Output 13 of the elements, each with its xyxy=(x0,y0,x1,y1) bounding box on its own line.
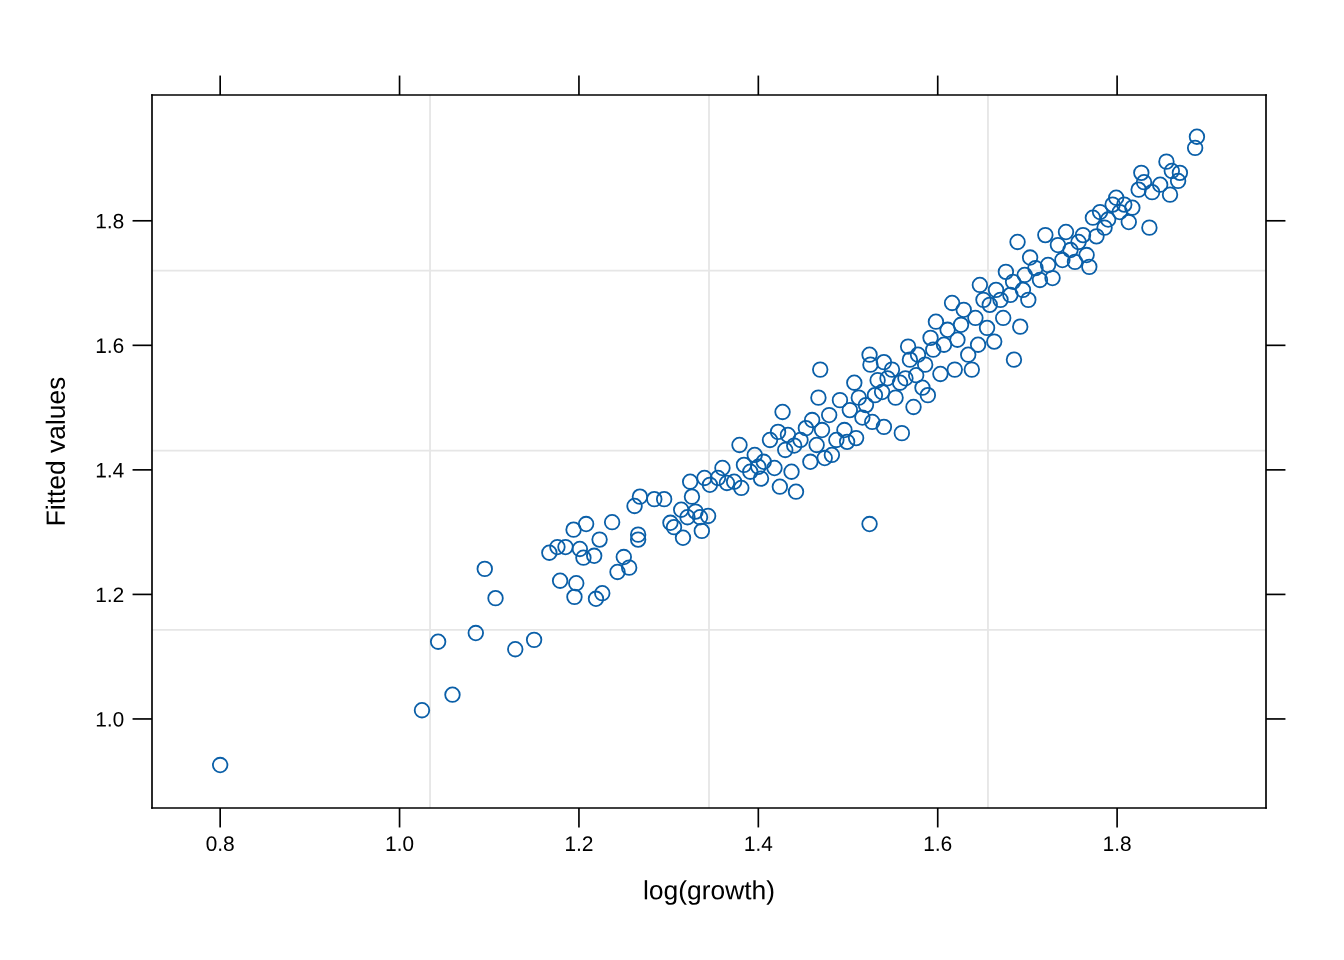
y-tick-label: 1.8 xyxy=(96,213,124,229)
x-axis-title: log(growth) xyxy=(644,880,774,905)
x-tick-label: 1.8 xyxy=(1104,836,1131,852)
x-tick-label: 1.6 xyxy=(924,836,952,852)
y-tick-label: 1.2 xyxy=(96,587,124,602)
x-tick-label: 1.0 xyxy=(386,836,414,852)
x-tick-label: 1.2 xyxy=(566,836,593,851)
y-tick-label: 1.4 xyxy=(96,463,124,478)
y-tick-label: 1.6 xyxy=(96,338,124,354)
x-tick-label: 0.8 xyxy=(206,836,234,852)
y-axis-title: Fitted values xyxy=(45,377,66,525)
x-tick-label: 1.4 xyxy=(745,836,773,851)
y-tick-label: 1.0 xyxy=(96,711,124,727)
